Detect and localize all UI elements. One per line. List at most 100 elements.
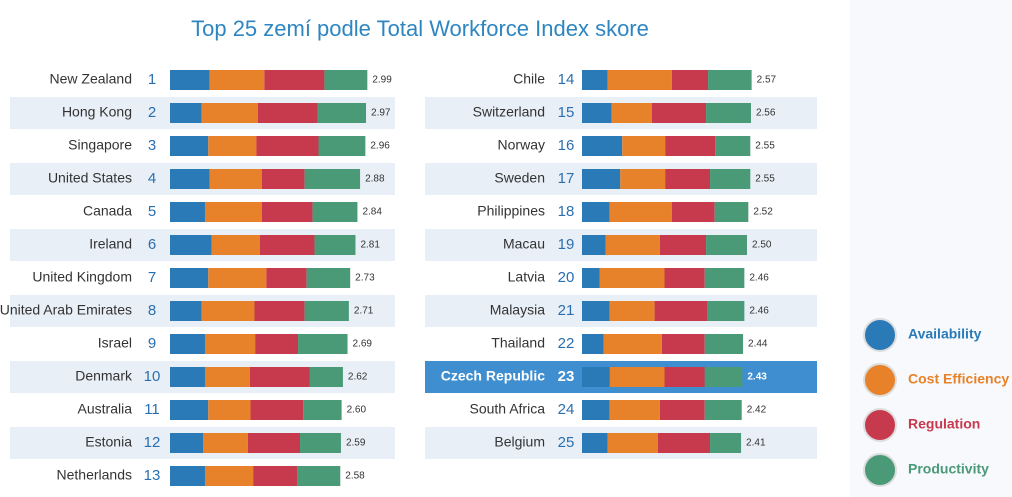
- bar-segment: [314, 235, 356, 255]
- bar-segment: [603, 334, 662, 354]
- country-label: Hong Kong: [62, 104, 132, 120]
- total-label: 2.69: [353, 339, 373, 350]
- total-label: 2.46: [749, 273, 769, 284]
- bar-segment: [304, 301, 349, 321]
- bar-segment: [651, 103, 707, 123]
- bar-segment: [170, 136, 209, 156]
- country-label: Macau: [503, 236, 545, 252]
- bar-segment: [249, 367, 310, 387]
- bar-segment: [706, 235, 747, 255]
- country-label: Malaysia: [490, 302, 545, 318]
- rank-label: 14: [558, 71, 575, 88]
- bar-segment: [170, 235, 212, 255]
- total-label: 2.43: [747, 372, 767, 383]
- bar-segment: [582, 103, 612, 123]
- total-label: 2.81: [360, 240, 380, 251]
- bar-segment: [255, 334, 299, 354]
- bar-segment: [607, 433, 658, 453]
- total-label: 2.52: [753, 207, 773, 218]
- country-label: Sweden: [494, 170, 545, 186]
- legend-label: Cost Efficiency: [908, 371, 1009, 387]
- bar-segment: [704, 268, 745, 288]
- bar-segment: [622, 136, 666, 156]
- rank-label: 18: [558, 203, 575, 220]
- country-label: Belgium: [494, 434, 545, 450]
- total-label: 2.97: [371, 108, 391, 119]
- bar-segment: [201, 301, 255, 321]
- rank-label: 12: [144, 434, 161, 451]
- country-label: New Zealand: [50, 71, 133, 87]
- bar-segment: [318, 136, 366, 156]
- bar-segment: [609, 367, 665, 387]
- bar-segment: [170, 334, 205, 354]
- bar-segment: [661, 334, 705, 354]
- rank-label: 19: [558, 236, 575, 253]
- bar-segment: [204, 466, 254, 486]
- country-label: Philippines: [477, 203, 545, 219]
- country-label: Chile: [513, 71, 545, 87]
- bar-segment: [582, 301, 610, 321]
- total-label: 2.96: [370, 141, 390, 152]
- bar-segment: [582, 433, 608, 453]
- bar-segment: [209, 70, 265, 90]
- bar-segment: [317, 103, 367, 123]
- country-label: Czech Republic: [441, 368, 545, 384]
- bar-segment: [209, 169, 262, 189]
- bar-segment: [710, 433, 742, 453]
- bar-segment: [671, 70, 709, 90]
- bar-segment: [170, 466, 205, 486]
- bar-segment: [257, 103, 318, 123]
- bar-segment: [704, 334, 744, 354]
- total-label: 2.58: [345, 471, 365, 482]
- legend-icon: [863, 363, 897, 397]
- bar-segment: [704, 400, 742, 420]
- bar-segment: [657, 433, 711, 453]
- total-label: 2.44: [748, 339, 768, 350]
- legend-icon: [863, 318, 897, 352]
- rank-label: 4: [148, 170, 156, 187]
- total-label: 2.55: [755, 141, 775, 152]
- bar-segment: [297, 466, 341, 486]
- legend-label: Availability: [908, 326, 982, 342]
- bar-segment: [259, 235, 315, 255]
- bar-segment: [609, 202, 672, 222]
- total-label: 2.84: [362, 207, 382, 218]
- rank-label: 24: [558, 401, 575, 418]
- rank-label: 5: [148, 203, 156, 220]
- bar-segment: [170, 169, 210, 189]
- bar-segment: [170, 103, 202, 123]
- bar-segment: [300, 433, 341, 453]
- bar-segment: [582, 136, 623, 156]
- bar-segment: [704, 367, 743, 387]
- rank-label: 7: [148, 269, 156, 286]
- bar-segment: [665, 169, 711, 189]
- country-label: Estonia: [85, 434, 132, 450]
- total-label: 2.62: [348, 372, 368, 383]
- bar-segment: [582, 169, 621, 189]
- country-label: Thailand: [491, 335, 545, 351]
- country-label: Singapore: [68, 137, 132, 153]
- rank-label: 15: [558, 104, 575, 121]
- bar-segment: [254, 301, 305, 321]
- country-label: United States: [48, 170, 132, 186]
- bar-segment: [298, 334, 348, 354]
- bar-segment: [582, 235, 606, 255]
- bar-segment: [208, 136, 257, 156]
- rank-label: 17: [558, 170, 575, 187]
- total-label: 2.71: [354, 306, 374, 317]
- country-label: Canada: [83, 203, 132, 219]
- bar-segment: [324, 70, 368, 90]
- total-label: 2.57: [757, 75, 777, 86]
- bar-segment: [706, 103, 751, 123]
- bar-segment: [708, 70, 752, 90]
- bar-segment: [247, 433, 301, 453]
- bar-segment: [599, 268, 665, 288]
- total-label: 2.99: [372, 75, 392, 86]
- rank-label: 25: [558, 434, 575, 451]
- bar-segment: [671, 202, 715, 222]
- total-label: 2.59: [346, 438, 366, 449]
- bar-segment: [304, 169, 361, 189]
- bar-segment: [664, 268, 705, 288]
- rank-label: 13: [144, 467, 161, 484]
